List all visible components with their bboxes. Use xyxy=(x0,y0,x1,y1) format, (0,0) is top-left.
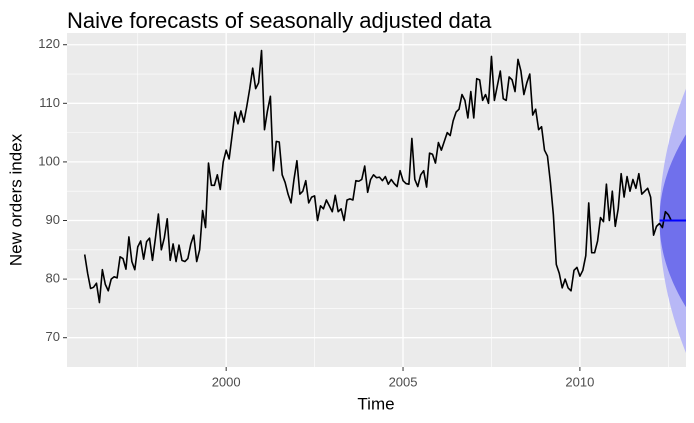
axis-ticks: 70 80 90 100 110 120 2000 2005 2010 xyxy=(38,36,594,389)
y-tick-label: 90 xyxy=(46,212,60,227)
plot-panel xyxy=(67,33,686,367)
y-tick-label: 70 xyxy=(46,329,60,344)
grid-lines xyxy=(67,33,686,367)
y-tick-label: 80 xyxy=(46,271,60,286)
history-series-line xyxy=(83,49,672,304)
y-tick-label: 120 xyxy=(38,36,60,51)
x-axis-label: Time xyxy=(357,394,394,413)
y-axis-label: New orders index xyxy=(6,133,25,266)
chart-title: Naive forecasts of seasonally adjusted d… xyxy=(67,8,492,33)
y-tick-label: 100 xyxy=(38,153,60,168)
x-tick-label: 2005 xyxy=(389,374,418,389)
y-tick-label: 110 xyxy=(39,95,60,110)
x-tick-label: 2010 xyxy=(565,374,594,389)
x-tick-label: 2000 xyxy=(212,374,241,389)
